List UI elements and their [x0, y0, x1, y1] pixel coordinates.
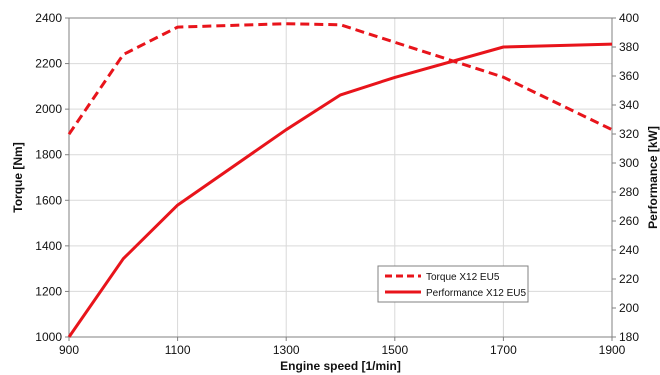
y-right-tick-label: 360: [619, 69, 639, 83]
y-right-tick-label: 400: [619, 11, 639, 25]
y-right-tick-label: 260: [619, 214, 639, 228]
x-tick-label: 1300: [273, 343, 300, 357]
x-tick-label: 1700: [490, 343, 517, 357]
legend-box: [377, 265, 529, 303]
legend-label-torque: Torque X12 EU5: [426, 272, 500, 283]
y-axis-left-title: Torque [Nm]: [11, 142, 25, 212]
grid: [68, 17, 613, 338]
tick-labels: 900 1100 1300 1500 1700 1900 1000 1200 1400 1600 1…: [35, 11, 639, 357]
y-left-tick-label: 1200: [35, 284, 62, 298]
y-left-tick-label: 1000: [35, 330, 62, 344]
x-tick-label: 1500: [381, 343, 408, 357]
y-left-tick-label: 2400: [35, 11, 62, 25]
y-left-tick-label: 1800: [35, 148, 62, 162]
y-right-tick-label: 220: [619, 272, 639, 286]
y-right-tick-label: 320: [619, 127, 639, 141]
y-right-tick-label: 200: [619, 301, 639, 315]
series-layer: [67, 22, 613, 338]
y-left-tick-label: 1600: [35, 193, 62, 207]
y-left-tick-label: 1400: [35, 239, 62, 253]
y-right-tick-label: 300: [619, 156, 639, 170]
y-right-tick-label: 340: [619, 98, 639, 112]
legend-label-performance: Performance X12 EU5: [426, 288, 526, 299]
y-axis-right-title: Performance [kW]: [646, 126, 660, 229]
legend: Torque X12 EU5 Performance X12 EU5: [377, 265, 529, 303]
x-tick-label: 1100: [165, 343, 191, 357]
x-tick-label: 900: [59, 343, 79, 357]
y-right-tick-label: 380: [619, 40, 639, 54]
plot-frame: [68, 17, 613, 338]
x-tick-label: 1900: [599, 343, 626, 357]
y-right-tick-label: 240: [619, 243, 639, 257]
y-right-tick-label: 180: [619, 330, 639, 344]
torque-series-line: [67, 22, 613, 136]
x-axis-title: Engine speed [1/min]: [280, 359, 401, 373]
performance-series-line: [67, 42, 613, 338]
y-left-tick-label: 2200: [35, 57, 62, 71]
y-left-tick-label: 2000: [35, 102, 62, 116]
y-right-tick-label: 280: [619, 185, 639, 199]
